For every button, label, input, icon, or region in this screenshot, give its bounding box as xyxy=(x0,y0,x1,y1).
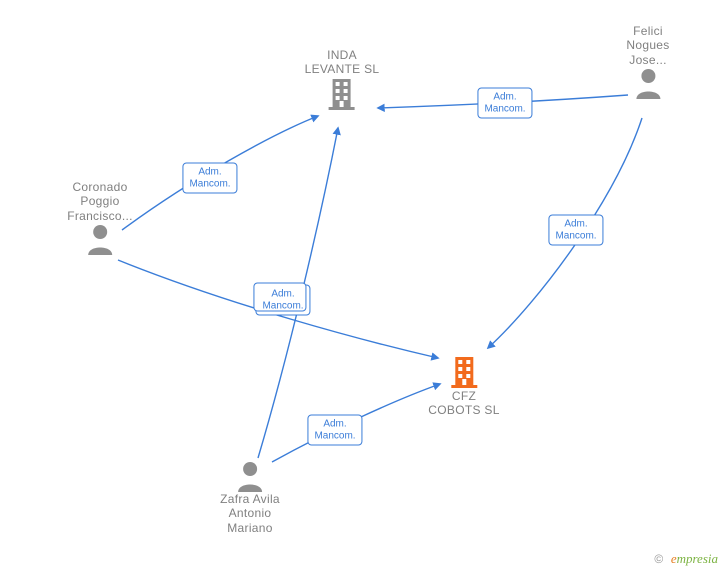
node-label: Felici Nogues Jose... xyxy=(626,24,669,67)
edge-label-zafra-inda: Adm. Mancom. xyxy=(255,285,310,316)
person-icon xyxy=(85,223,115,255)
building-icon xyxy=(449,355,479,389)
node-felici[interactable]: Felici Nogues Jose... xyxy=(626,24,669,99)
node-label: CFZ COBOTS SL xyxy=(428,389,499,418)
node-label: Coronado Poggio Francisco... xyxy=(67,180,133,223)
diagram-canvas: INDA LEVANTE SL CFZ COBOTS SL F xyxy=(0,0,728,575)
node-cfz-cobots[interactable]: CFZ COBOTS SL xyxy=(428,355,499,418)
person-icon xyxy=(235,460,265,492)
watermark: © empresia xyxy=(654,551,718,567)
edge-label-coronado-inda: Adm. Mancom. xyxy=(182,163,237,194)
edge-label-felici-cfz: Adm. Mancom. xyxy=(548,215,603,246)
copyright-symbol: © xyxy=(654,552,663,566)
person-icon xyxy=(633,67,663,99)
node-inda-levante[interactable]: INDA LEVANTE SL xyxy=(305,48,380,111)
building-icon xyxy=(327,77,357,111)
node-label: INDA LEVANTE SL xyxy=(305,48,380,77)
edge-label-zafra-cfz: Adm. Mancom. xyxy=(307,415,362,446)
node-coronado[interactable]: Coronado Poggio Francisco... xyxy=(67,180,133,255)
node-zafra[interactable]: Zafra Avila Antonio Mariano xyxy=(220,460,280,535)
node-label: Zafra Avila Antonio Mariano xyxy=(220,492,280,535)
brand-name: empresia xyxy=(671,551,718,566)
edge-label-felici-inda: Adm. Mancom. xyxy=(477,88,532,119)
